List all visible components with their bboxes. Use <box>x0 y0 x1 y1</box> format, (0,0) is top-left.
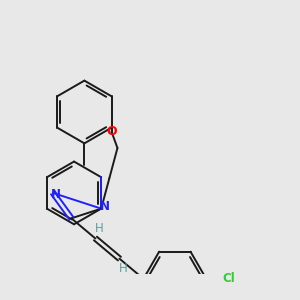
Text: N: N <box>51 188 61 201</box>
Text: Cl: Cl <box>222 272 235 285</box>
Text: H: H <box>95 222 104 235</box>
Text: H: H <box>119 262 128 275</box>
Text: N: N <box>100 200 110 214</box>
Text: O: O <box>106 125 117 138</box>
